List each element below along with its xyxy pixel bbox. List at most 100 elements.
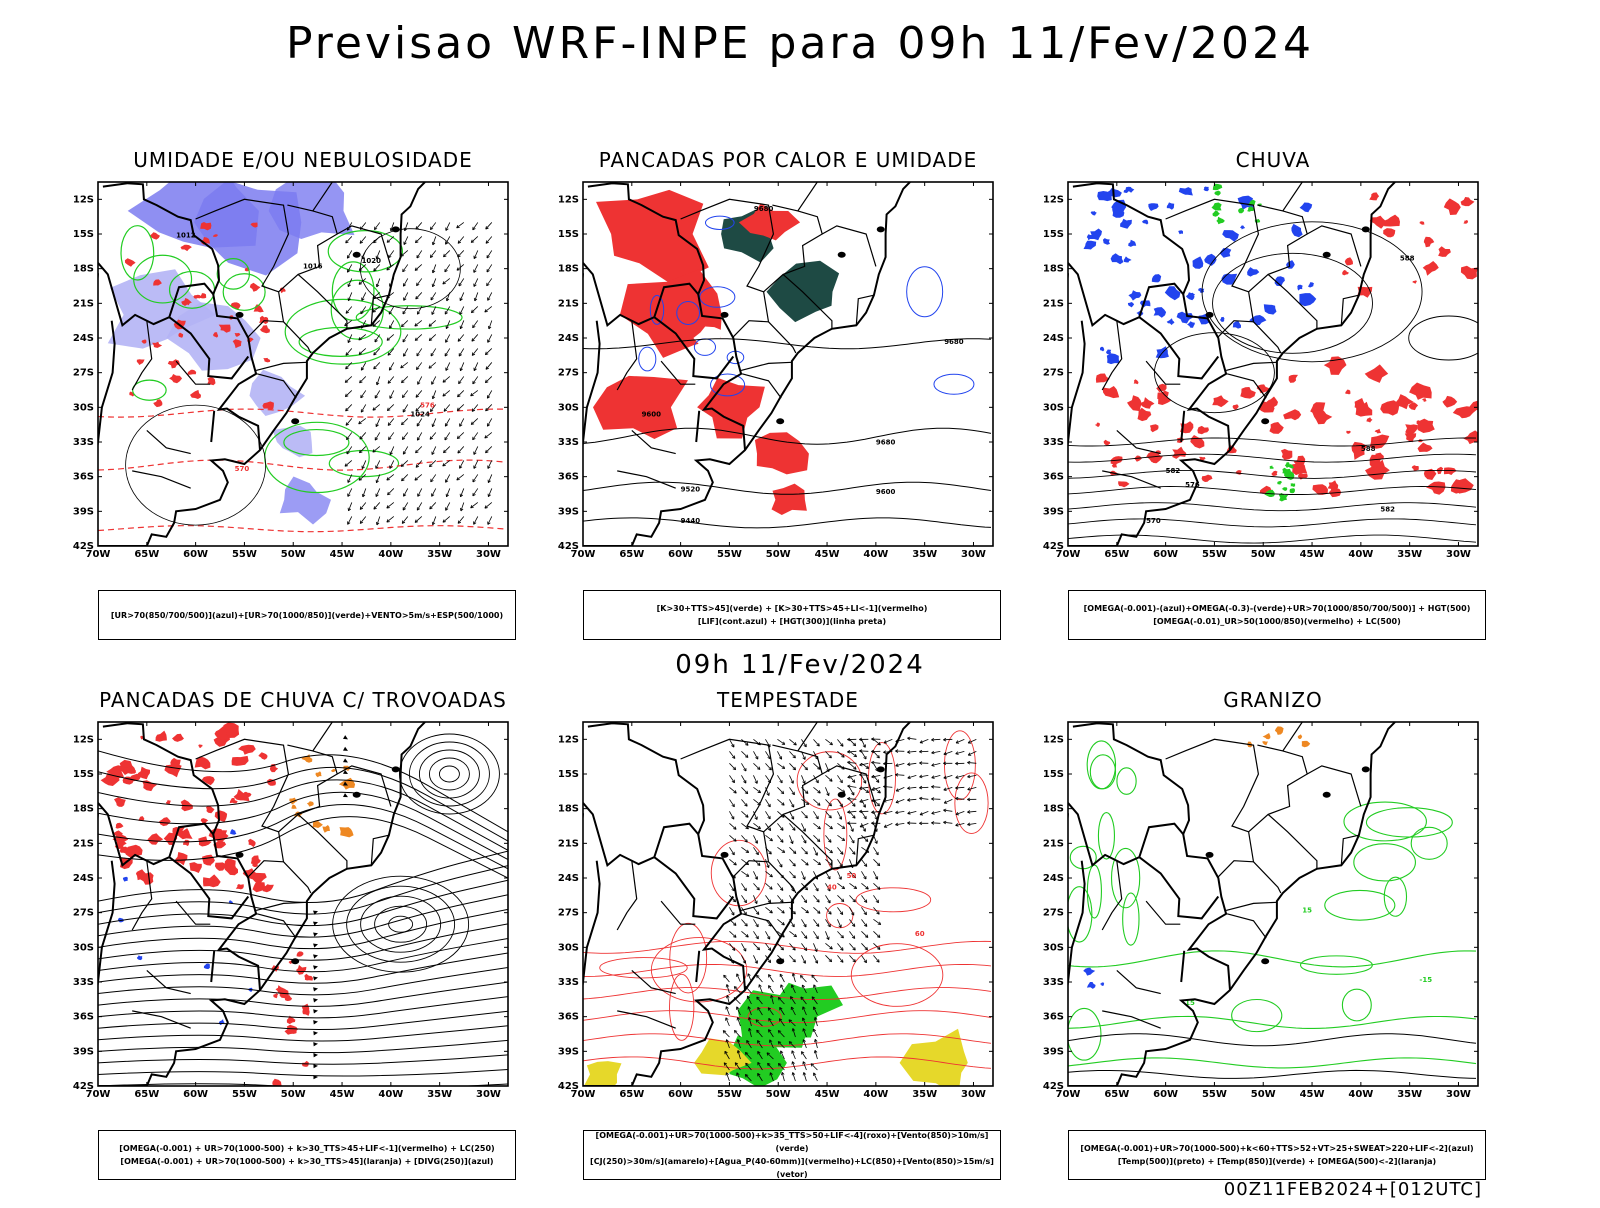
wind-arrow [765, 763, 771, 770]
wind-arrow [416, 292, 422, 299]
wind-arrow [401, 474, 407, 480]
fill-patch [1264, 304, 1277, 314]
fill-patch [1222, 274, 1238, 285]
fill-patch [1120, 219, 1132, 229]
wind-arrow [837, 943, 843, 950]
state-border [1218, 861, 1253, 877]
lon-label: 65W [134, 1089, 159, 1100]
wind-arrow [430, 502, 436, 509]
fill-patch [1299, 293, 1316, 306]
contour-line [1117, 768, 1136, 795]
state-border [176, 901, 210, 924]
lat-label: 27S [73, 368, 94, 379]
contour-label: 9600 [642, 411, 662, 419]
lon-label: 65W [619, 549, 644, 560]
lat-label: 27S [558, 908, 579, 919]
streamline-arrow [343, 793, 348, 797]
fill-patch [1222, 230, 1239, 242]
wind-arrow [734, 1030, 740, 1037]
wind-arrow [861, 931, 868, 937]
wind-arrow [729, 763, 735, 769]
fill-patch [316, 771, 322, 777]
contour-line [1068, 951, 1476, 967]
fill-patch [1365, 364, 1389, 383]
wind-arrow [429, 460, 435, 466]
wind-arrow [811, 1064, 817, 1070]
fill-patch [215, 810, 227, 822]
wind-arrow [789, 871, 795, 878]
contour-line [375, 906, 427, 942]
fill-patch [1214, 191, 1221, 196]
legend-line: [OMEGA(-0.001)+UR>70(1000-500)+k>35_TTS>… [584, 1129, 1000, 1155]
map-frame [1068, 722, 1478, 1086]
fill-patch [1142, 220, 1148, 225]
streamline [98, 817, 508, 878]
wind-arrow [387, 516, 394, 522]
lat-label: 15S [1043, 769, 1064, 780]
fill-patch [1283, 409, 1301, 420]
lon-label: 55W [717, 549, 742, 560]
wind-arrow [346, 306, 352, 313]
wind-arrow [753, 763, 760, 769]
wind-arrow [486, 236, 492, 243]
contour-line [583, 965, 991, 977]
wind-arrow [458, 236, 464, 243]
streamline-arrow [313, 1042, 318, 1046]
fill-patch [1366, 417, 1372, 422]
fill-patch [202, 855, 215, 866]
state-border [1268, 814, 1317, 868]
map-canvas: 101210161020102457657012S15S18S21S24S27S… [58, 178, 548, 578]
fill-patch [1100, 347, 1104, 352]
fill-patch [250, 283, 261, 292]
legend-line: [OMEGA(-0.01)_UR>50(1000/850)(vermelho) … [1069, 615, 1485, 628]
contour-label: 582 [1166, 467, 1181, 475]
lon-label: 55W [232, 549, 257, 560]
wind-arrow [825, 811, 831, 818]
lat-label: 15S [1043, 229, 1064, 240]
fill-patch [1453, 406, 1474, 418]
fill-patch [1412, 280, 1417, 283]
state-border [284, 322, 311, 353]
fill-patch [1345, 257, 1353, 265]
panel-title: PANCADAS POR CALOR E UMIDADE [543, 148, 1033, 172]
lon-label: 60W [668, 549, 693, 560]
wind-arrow [387, 404, 394, 410]
contour-line [856, 888, 931, 912]
fill-patch [1152, 274, 1161, 282]
state-border [742, 914, 781, 938]
lake [776, 958, 784, 964]
fill-patch [137, 955, 142, 960]
fill-patch [263, 358, 270, 363]
lat-label: 30S [1043, 402, 1064, 413]
streamline [98, 767, 508, 841]
fill-patch [322, 825, 330, 833]
wind-arrow [813, 835, 819, 841]
fill-patch [238, 745, 256, 755]
lat-label: 39S [1043, 1046, 1064, 1057]
fill-patch [260, 325, 270, 333]
wind-arrow [765, 883, 772, 889]
contour-line [670, 923, 707, 993]
lon-label: 45W [1300, 549, 1325, 560]
wind-arrow [415, 446, 421, 452]
panel-legend: [OMEGA(-0.001)+UR>70(1000-500)+k>35_TTS>… [583, 1130, 1001, 1180]
state-border [741, 362, 792, 370]
panel-legend: [K>30+TTS>45](verde) + [K>30+TTS>45+LI<-… [583, 590, 1001, 640]
wind-arrow [756, 975, 762, 982]
fill-patch [137, 359, 145, 365]
lake [776, 418, 784, 424]
lat-label: 18S [1043, 804, 1064, 815]
fill-patch [181, 245, 192, 251]
lon-label: 45W [330, 549, 355, 560]
state-border [1249, 745, 1308, 832]
streamline-arrow [313, 998, 318, 1002]
wind-arrow [825, 907, 831, 914]
fill-patch [1249, 315, 1266, 325]
lat-label: 12S [1043, 194, 1064, 205]
wind-arrow [741, 799, 747, 806]
lat-label: 12S [558, 734, 579, 745]
